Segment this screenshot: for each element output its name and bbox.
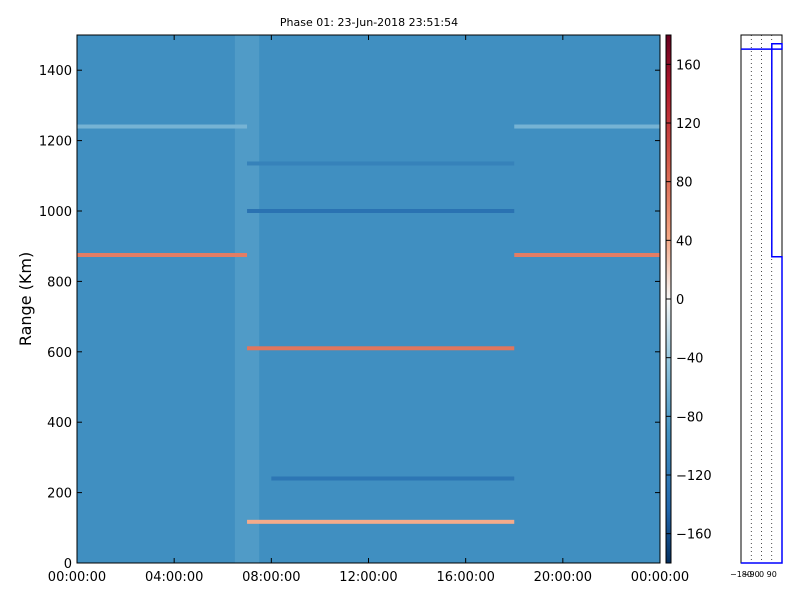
y-tick-label: 0 [64,557,72,572]
y-tick-label: 1200 [39,135,72,150]
colorbar-tick-label: −160 [676,528,712,543]
y-tick-label: 400 [47,416,72,431]
heatmap-background [77,35,660,563]
colorbar-ticks: 160 120 80 40 0 −40 −80 −120 −160 [666,58,712,543]
colorbar-tick-label: 80 [676,176,693,191]
colorbar: 160 120 80 40 0 −40 −80 −120 −160 [665,34,712,564]
colorbar-tick-label: −80 [676,410,703,425]
range-line-segment [247,161,515,166]
y-tick-label: 600 [47,346,72,361]
profile-x-tick-label: 0 [759,570,764,579]
colorbar-tick-label: 0 [676,293,684,308]
x-tick-label: 12:00:00 [339,570,397,585]
range-line-segment [247,209,515,213]
x-tick-label: 16:00:00 [436,570,494,585]
colorbar-tick-label: 120 [676,117,701,132]
range-line-segment [271,476,515,481]
range-lines [77,124,660,524]
y-tick-label: 1000 [39,205,72,220]
colorbar-tick-label: 160 [676,58,701,73]
x-tick-label: 00:00:00 [48,570,106,585]
x-tick-label: 04:00:00 [145,570,203,585]
x-tick-label: 08:00:00 [242,570,300,585]
y-tick-label: 1400 [39,64,72,79]
range-line-segment [77,253,248,257]
phase-profile-plot: −180−90 0 90 [730,34,783,579]
colorbar-tick-label: −40 [676,352,703,367]
y-tick-label: 800 [47,275,72,290]
profile-x-tick-label: 90 [767,570,777,579]
profile-x-tick-label: −180 [730,570,752,579]
range-line-segment [247,519,515,524]
colorbar-tick-label: 40 [676,234,693,249]
x-tick-label: 20:00:00 [534,570,592,585]
y-tick-label: 200 [47,487,72,502]
range-line-segment [514,124,660,129]
bright-band [234,35,260,563]
range-line-segment [77,124,248,129]
x-tick-label: 00:00:00 [631,570,689,585]
heatmap-plot: 0 200 400 600 800 1000 1200 1400 00:00:00 04:00:… [16,34,689,585]
profile-x-tick-label: −90 [743,570,760,579]
x-axis: 00:00:00 04:00:00 08:00:00 12:00:00 16:00:00… [48,35,689,585]
y-axis: 0 200 400 600 800 1000 1200 1400 [39,64,660,572]
colorbar-tick-label: −120 [676,469,712,484]
phase-profile-line [741,43,783,564]
profile-x-axis: −180−90 0 90 [730,570,777,579]
range-line-segment [247,346,515,351]
y-axis-label: Range (Km) [16,252,35,346]
chart-title: Phase 01: 23-Jun-2018 23:51:54 [280,16,458,29]
range-line-segment [514,253,660,257]
